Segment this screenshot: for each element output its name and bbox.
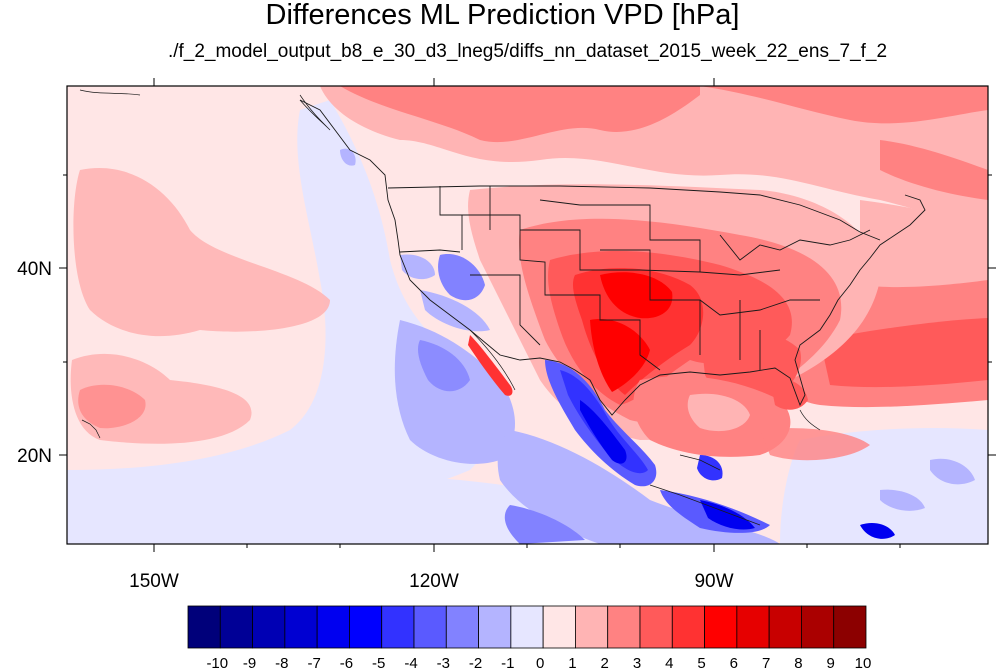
colorbar-label: -2 xyxy=(469,655,482,672)
field-region xyxy=(860,523,895,539)
colorbar-swatch xyxy=(607,605,641,649)
field-region xyxy=(504,505,585,544)
colorbar-label: 2 xyxy=(601,655,609,672)
field-region xyxy=(78,384,146,429)
field-region xyxy=(497,430,780,544)
colorbar-label: 7 xyxy=(762,655,770,672)
colorbar-swatch xyxy=(381,605,415,649)
colorbar-label: -1 xyxy=(501,655,514,672)
colorbar-swatch xyxy=(252,605,286,649)
lon-label: 120W xyxy=(409,571,459,592)
field-region xyxy=(687,393,750,432)
colorbar-swatch xyxy=(704,605,738,649)
colorbar-label: -9 xyxy=(243,655,256,672)
map-boundaries xyxy=(299,99,926,416)
colorbar-swatch xyxy=(349,605,383,649)
field-region xyxy=(340,148,356,166)
map-subtitle: ./f_2_model_output_b8_e_30_d3_lneg5/diff… xyxy=(167,41,888,62)
map-title: Differences ML Prediction VPD [hPa] xyxy=(265,0,740,31)
colorbar-label: 3 xyxy=(633,655,641,672)
colorbar-swatch xyxy=(639,605,673,649)
colorbar-swatch xyxy=(736,605,770,649)
colorbar-swatch xyxy=(219,605,253,649)
lon-label: 150W xyxy=(129,571,179,592)
field-region xyxy=(760,428,870,461)
map-field xyxy=(67,86,988,544)
field-region xyxy=(880,489,925,511)
lat-label: 20N xyxy=(17,446,52,467)
field-region xyxy=(560,370,648,474)
colorbar-swatch xyxy=(187,605,221,649)
field-region xyxy=(880,140,988,200)
colorbar-label: -3 xyxy=(437,655,450,672)
colorbar-label: -7 xyxy=(307,655,320,672)
colorbar-swatch xyxy=(284,605,318,649)
field-region xyxy=(67,100,507,502)
colorbar-swatch xyxy=(445,605,479,649)
colorbar-swatch xyxy=(316,605,350,649)
field-region xyxy=(580,400,627,464)
colorbar-label: -4 xyxy=(404,655,417,672)
colorbar: -10 -9 -8 -7 -6 -5 -4 -3 -2 -1 0 1 2 3 4 5 6 7 8 9 10 xyxy=(187,605,872,672)
colorbar-label: 9 xyxy=(827,655,835,672)
field-region xyxy=(860,200,988,288)
colorbar-label: 10 xyxy=(855,655,872,672)
colorbar-swatch xyxy=(575,605,609,649)
colorbar-label: 4 xyxy=(665,655,673,672)
map-coastline-fragments xyxy=(79,89,821,526)
axis-ticks xyxy=(59,78,996,552)
colorbar-swatch xyxy=(671,605,705,649)
field-region xyxy=(417,340,470,392)
colorbar-label: 0 xyxy=(536,655,544,672)
field-region xyxy=(438,254,485,301)
colorbar-swatch xyxy=(510,605,544,649)
lat-label: 40N xyxy=(17,259,52,280)
lon-label: 90W xyxy=(694,571,733,592)
colorbar-label: -10 xyxy=(206,655,228,672)
field-region xyxy=(590,319,650,392)
colorbar-swatch xyxy=(478,605,512,649)
colorbar-label: 1 xyxy=(568,655,576,672)
colorbar-label: -8 xyxy=(275,655,288,672)
colorbar-label: 5 xyxy=(697,655,705,672)
colorbar-swatch xyxy=(768,605,802,649)
field-region xyxy=(468,335,513,396)
field-region xyxy=(340,86,700,143)
colorbar-label: -5 xyxy=(372,655,385,672)
field-region xyxy=(420,290,490,332)
colorbar-label: 6 xyxy=(730,655,738,672)
field-region xyxy=(73,168,330,337)
colorbar-label: -6 xyxy=(340,655,353,672)
colorbar-label: 8 xyxy=(794,655,802,672)
field-region xyxy=(700,86,988,124)
field-region xyxy=(400,254,435,280)
field-region xyxy=(600,272,673,319)
colorbar-swatch xyxy=(413,605,447,649)
field-region xyxy=(820,318,988,388)
colorbar-swatch xyxy=(542,605,576,649)
colorbar-swatch xyxy=(801,605,835,649)
field-region xyxy=(930,458,975,485)
colorbar-swatch xyxy=(833,605,867,649)
